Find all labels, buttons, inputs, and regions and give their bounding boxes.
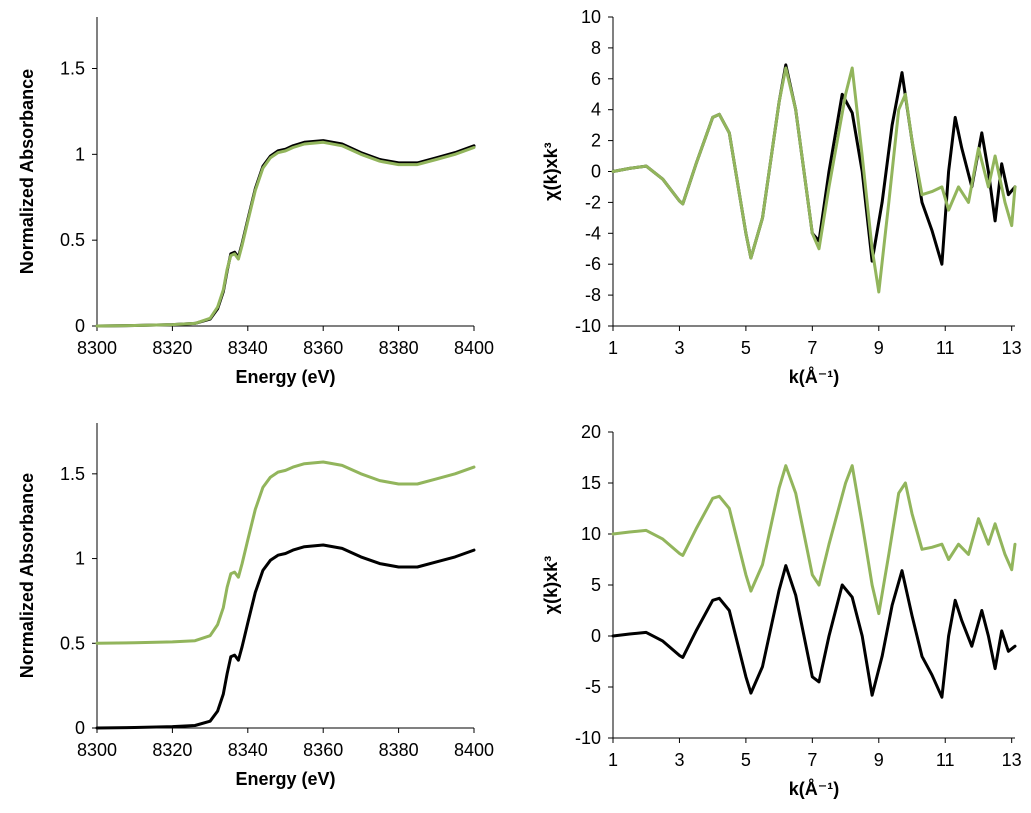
y-tick-label: 0 xyxy=(75,718,85,738)
x-tick-label: 3 xyxy=(674,750,684,770)
y-tick-label: -10 xyxy=(575,728,601,748)
x-tick-label: 8400 xyxy=(454,338,494,358)
y-tick-label: 10 xyxy=(581,7,601,27)
x-tick-label: 8320 xyxy=(152,338,192,358)
x-axis-title: Energy (eV) xyxy=(235,769,335,789)
chart-bottom-right: 1 3 5 7 9 11 13 -10 -5 0 5 10 15 20 k(Å⁻¹) χ(k)xk³ xyxy=(510,406,1031,813)
series-line-2 xyxy=(611,66,1017,294)
x-tick-label: 8300 xyxy=(77,740,117,760)
y-tick-label: 0 xyxy=(591,626,601,646)
y-tick-label: 2 xyxy=(591,131,601,151)
x-tick-label: 8340 xyxy=(228,740,268,760)
y-tick-label: -10 xyxy=(575,316,601,336)
x-tick-label: 13 xyxy=(1002,338,1022,358)
y-tick-label: 0 xyxy=(75,316,85,336)
x-tick-label: 7 xyxy=(807,750,817,770)
x-tick-label: 8380 xyxy=(379,740,419,760)
series-line-1 xyxy=(95,543,476,730)
y-tick-label: 10 xyxy=(581,524,601,544)
x-tick-label: 8300 xyxy=(77,338,117,358)
y-tick-label: 1.5 xyxy=(60,59,85,79)
chart-top-right: 1 3 5 7 9 11 13 -10 -8 -6 -4 -2 0 2 4 6 8 10 k(Å⁻¹) χ(k)xk³ xyxy=(510,0,1031,406)
x-tick-label: 3 xyxy=(674,338,684,358)
x-tick-label: 8400 xyxy=(454,740,494,760)
x-tick-label: 7 xyxy=(807,338,817,358)
x-tick-label: 9 xyxy=(874,338,884,358)
chart-svg-bottom-left: 8300 8320 8340 8360 8380 8400 0 0.5 1 1.5 Energy (… xyxy=(17,423,494,789)
y-tick-label: 0.5 xyxy=(60,230,85,250)
y-tick-label: -8 xyxy=(585,285,601,305)
x-tick-label: 8360 xyxy=(303,338,343,358)
x-tick-label: 1 xyxy=(608,338,618,358)
chart-bottom-left: 8300 8320 8340 8360 8380 8400 0 0.5 1 1.5 Energy (… xyxy=(0,406,500,813)
chart-svg-top-left: 8300 8320 8340 8360 8380 8400 0 0.5 1 1.5 Energy (… xyxy=(17,17,494,387)
y-tick-label: 0.5 xyxy=(60,633,85,653)
x-axis-title: k(Å⁻¹) xyxy=(789,779,840,799)
x-axis-title: Energy (eV) xyxy=(235,367,335,387)
x-tick-label: 9 xyxy=(874,750,884,770)
y-tick-label: 0 xyxy=(591,162,601,182)
y-tick-label: -6 xyxy=(585,254,601,274)
y-tick-label: 1 xyxy=(75,144,85,164)
series-line-2 xyxy=(611,464,1017,616)
x-tick-label: 11 xyxy=(936,338,955,358)
series-line-2 xyxy=(95,140,476,328)
y-axis-title: χ(k)xk³ xyxy=(541,142,561,200)
y-axis-title: Normalized Absorbance xyxy=(17,69,37,274)
y-tick-label: 15 xyxy=(581,473,601,493)
x-tick-label: 5 xyxy=(741,338,751,358)
x-tick-label: 5 xyxy=(741,750,751,770)
x-tick-label: 8360 xyxy=(303,740,343,760)
x-tick-label: 8320 xyxy=(152,740,192,760)
y-tick-label: 6 xyxy=(591,69,601,89)
x-tick-label: 11 xyxy=(936,750,955,770)
y-tick-label: 4 xyxy=(591,100,601,120)
y-tick-label: 1.5 xyxy=(60,464,85,484)
x-tick-label: 13 xyxy=(1002,750,1022,770)
y-tick-label: -5 xyxy=(585,677,601,697)
y-tick-label: 20 xyxy=(581,422,601,442)
y-tick-label: 5 xyxy=(591,575,601,595)
series-line-1 xyxy=(611,564,1017,699)
y-tick-label: -4 xyxy=(585,223,601,243)
y-axis-title: Normalized Absorbance xyxy=(17,473,37,678)
y-axis-title: χ(k)xk³ xyxy=(541,556,561,614)
x-tick-label: 1 xyxy=(608,750,618,770)
chart-top-left: 8300 8320 8340 8360 8380 8400 0 0.5 1 1.5 Energy (… xyxy=(0,0,500,406)
series-line-2 xyxy=(95,460,476,645)
y-tick-label: 8 xyxy=(591,38,601,58)
x-tick-label: 8380 xyxy=(379,338,419,358)
x-tick-label: 8340 xyxy=(228,338,268,358)
x-axis-title: k(Å⁻¹) xyxy=(789,367,840,387)
series-line-1 xyxy=(95,139,476,328)
y-tick-label: 1 xyxy=(75,549,85,569)
y-tick-label: -2 xyxy=(585,192,601,212)
